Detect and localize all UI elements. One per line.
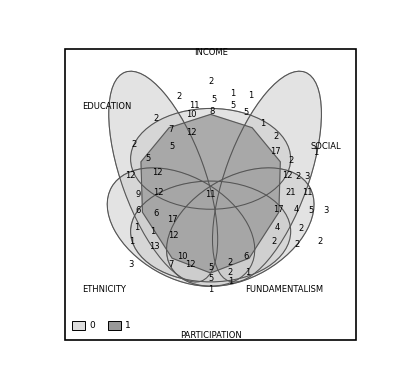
Text: 21: 21 bbox=[285, 188, 296, 198]
Text: 11: 11 bbox=[302, 188, 312, 198]
Text: 17: 17 bbox=[273, 205, 284, 214]
Ellipse shape bbox=[166, 168, 314, 286]
Text: 17: 17 bbox=[270, 147, 281, 156]
Text: 2: 2 bbox=[227, 268, 233, 278]
Text: 12: 12 bbox=[282, 171, 293, 180]
Text: 1: 1 bbox=[248, 90, 253, 100]
Text: 7: 7 bbox=[168, 125, 173, 134]
Text: 3: 3 bbox=[304, 172, 309, 181]
Text: 1: 1 bbox=[228, 277, 233, 286]
Text: FUNDAMENTALISM: FUNDAMENTALISM bbox=[245, 285, 323, 294]
Text: 10: 10 bbox=[186, 110, 196, 119]
Bar bbox=[108, 321, 121, 330]
Text: 0: 0 bbox=[89, 321, 95, 330]
Text: 5: 5 bbox=[208, 263, 213, 271]
Text: 12: 12 bbox=[125, 171, 136, 180]
Text: 12: 12 bbox=[185, 261, 195, 270]
Text: 6: 6 bbox=[135, 206, 141, 215]
Text: 1: 1 bbox=[134, 223, 139, 231]
Text: 12: 12 bbox=[186, 128, 196, 137]
Text: 17: 17 bbox=[167, 215, 178, 224]
Text: 1: 1 bbox=[260, 119, 265, 128]
Text: 13: 13 bbox=[149, 242, 159, 251]
Ellipse shape bbox=[131, 181, 291, 282]
Text: 1: 1 bbox=[245, 268, 250, 276]
Text: 2: 2 bbox=[288, 156, 293, 165]
Text: 12: 12 bbox=[169, 231, 179, 240]
Text: 4: 4 bbox=[275, 223, 280, 231]
Text: ETHNICITY: ETHNICITY bbox=[83, 285, 127, 294]
Text: 1: 1 bbox=[230, 89, 236, 98]
Text: 6: 6 bbox=[244, 252, 249, 261]
Text: 5: 5 bbox=[309, 206, 314, 215]
Ellipse shape bbox=[109, 71, 218, 282]
Text: PARTICIPATION: PARTICIPATION bbox=[180, 331, 242, 340]
Bar bbox=[72, 321, 85, 330]
Text: 8: 8 bbox=[210, 107, 215, 116]
Text: 5: 5 bbox=[244, 109, 249, 117]
Text: 2: 2 bbox=[296, 172, 301, 181]
Text: 6: 6 bbox=[153, 209, 159, 218]
Polygon shape bbox=[141, 114, 280, 273]
Text: 5: 5 bbox=[169, 142, 175, 151]
Text: 5: 5 bbox=[146, 154, 151, 163]
Text: 2: 2 bbox=[273, 132, 279, 141]
Text: 1: 1 bbox=[125, 321, 130, 330]
Text: 12: 12 bbox=[152, 168, 162, 177]
Text: 11: 11 bbox=[189, 101, 200, 110]
Text: 2: 2 bbox=[153, 114, 158, 123]
Text: 2: 2 bbox=[272, 238, 277, 246]
Text: 5: 5 bbox=[208, 275, 213, 283]
Text: EDUCATION: EDUCATION bbox=[83, 102, 132, 112]
Text: SOCIAL: SOCIAL bbox=[310, 142, 341, 151]
Text: 3: 3 bbox=[128, 259, 133, 269]
Text: 12: 12 bbox=[154, 188, 164, 198]
Text: 11: 11 bbox=[206, 190, 216, 199]
Text: 2: 2 bbox=[131, 139, 136, 149]
Text: INCOME: INCOME bbox=[194, 48, 228, 57]
Text: 7: 7 bbox=[168, 259, 173, 269]
Ellipse shape bbox=[131, 109, 291, 209]
Text: 1: 1 bbox=[129, 238, 135, 246]
Text: 2: 2 bbox=[177, 92, 182, 101]
Text: 2: 2 bbox=[298, 224, 304, 233]
Text: 1: 1 bbox=[313, 149, 319, 157]
Ellipse shape bbox=[107, 168, 255, 286]
Text: 2: 2 bbox=[318, 238, 323, 246]
Text: 1: 1 bbox=[208, 285, 213, 295]
Text: 1: 1 bbox=[150, 227, 155, 236]
Text: 10: 10 bbox=[177, 252, 188, 261]
Text: 5: 5 bbox=[230, 101, 236, 110]
Text: 3: 3 bbox=[323, 206, 329, 215]
Text: 4: 4 bbox=[294, 205, 299, 214]
Text: 2: 2 bbox=[294, 240, 299, 249]
Text: 2: 2 bbox=[208, 77, 213, 86]
Text: 9: 9 bbox=[135, 190, 141, 199]
Text: 2: 2 bbox=[227, 258, 233, 267]
Ellipse shape bbox=[212, 71, 321, 282]
Text: 5: 5 bbox=[211, 95, 216, 104]
